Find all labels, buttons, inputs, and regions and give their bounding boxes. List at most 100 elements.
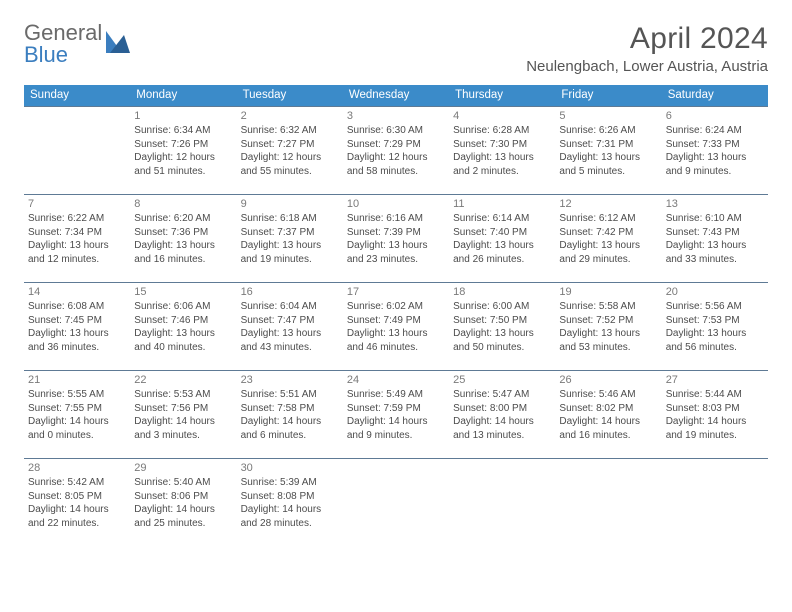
- day-number: 13: [666, 198, 764, 210]
- daylight-text: Daylight: 14 hours and 25 minutes.: [134, 503, 232, 530]
- sunset-text: Sunset: 7:39 PM: [347, 226, 445, 240]
- sunset-text: Sunset: 8:02 PM: [559, 402, 657, 416]
- sunrise-text: Sunrise: 6:06 AM: [134, 300, 232, 314]
- day-info: Sunrise: 6:26 AMSunset: 7:31 PMDaylight:…: [559, 124, 657, 178]
- day-info: Sunrise: 6:02 AMSunset: 7:49 PMDaylight:…: [347, 300, 445, 354]
- day-info: Sunrise: 5:55 AMSunset: 7:55 PMDaylight:…: [28, 388, 126, 442]
- calendar-day-cell: 28Sunrise: 5:42 AMSunset: 8:05 PMDayligh…: [24, 459, 130, 547]
- day-info: Sunrise: 5:39 AMSunset: 8:08 PMDaylight:…: [241, 476, 339, 530]
- day-info: Sunrise: 5:49 AMSunset: 7:59 PMDaylight:…: [347, 388, 445, 442]
- sunset-text: Sunset: 7:47 PM: [241, 314, 339, 328]
- day-info: Sunrise: 6:30 AMSunset: 7:29 PMDaylight:…: [347, 124, 445, 178]
- calendar-day-cell: 21 Sunrise: 5:55 AMSunset: 7:55 PMDayligh…: [24, 371, 130, 459]
- sunrise-text: Sunrise: 6:28 AM: [453, 124, 551, 138]
- day-number: 9: [241, 198, 339, 210]
- day-number: 14: [28, 286, 126, 298]
- sunset-text: Sunset: 7:52 PM: [559, 314, 657, 328]
- sunrise-text: Sunrise: 6:32 AM: [241, 124, 339, 138]
- brand-word-1: General: [24, 22, 102, 44]
- calendar-week-row: 7Sunrise: 6:22 AMSunset: 7:34 PMDaylight…: [24, 195, 768, 283]
- calendar-day-cell: 6 Sunrise: 6:24 AMSunset: 7:33 PMDaylight…: [662, 107, 768, 195]
- sunrise-text: Sunrise: 6:34 AM: [134, 124, 232, 138]
- day-info: Sunrise: 6:18 AMSunset: 7:37 PMDaylight:…: [241, 212, 339, 266]
- day-info: Sunrise: 6:34 AMSunset: 7:26 PMDaylight:…: [134, 124, 232, 178]
- daylight-text: Daylight: 13 hours and 53 minutes.: [559, 327, 657, 354]
- sunset-text: Sunset: 8:00 PM: [453, 402, 551, 416]
- daylight-text: Daylight: 13 hours and 56 minutes.: [666, 327, 764, 354]
- day-info: Sunrise: 6:00 AMSunset: 7:50 PMDaylight:…: [453, 300, 551, 354]
- day-number: 10: [347, 198, 445, 210]
- day-info: Sunrise: 6:08 AMSunset: 7:45 PMDaylight:…: [28, 300, 126, 354]
- calendar-week-row: 28Sunrise: 5:42 AMSunset: 8:05 PMDayligh…: [24, 459, 768, 547]
- day-number: 30: [241, 462, 339, 474]
- calendar-day-cell: 11Sunrise: 6:14 AMSunset: 7:40 PMDayligh…: [449, 195, 555, 283]
- day-number: 22: [134, 374, 232, 386]
- calendar-day-cell: 16Sunrise: 6:04 AMSunset: 7:47 PMDayligh…: [237, 283, 343, 371]
- sunset-text: Sunset: 8:06 PM: [134, 490, 232, 504]
- sunrise-text: Sunrise: 6:04 AM: [241, 300, 339, 314]
- daylight-text: Daylight: 13 hours and 29 minutes.: [559, 239, 657, 266]
- calendar-week-row: 14Sunrise: 6:08 AMSunset: 7:45 PMDayligh…: [24, 283, 768, 371]
- daylight-text: Daylight: 14 hours and 13 minutes.: [453, 415, 551, 442]
- day-number: 23: [241, 374, 339, 386]
- calendar-day-cell: 17Sunrise: 6:02 AMSunset: 7:49 PMDayligh…: [343, 283, 449, 371]
- day-info: Sunrise: 5:56 AMSunset: 7:53 PMDaylight:…: [666, 300, 764, 354]
- sunrise-text: Sunrise: 6:08 AM: [28, 300, 126, 314]
- calendar-day-cell: 8Sunrise: 6:20 AMSunset: 7:36 PMDaylight…: [130, 195, 236, 283]
- sunset-text: Sunset: 7:42 PM: [559, 226, 657, 240]
- daylight-text: Daylight: 14 hours and 6 minutes.: [241, 415, 339, 442]
- calendar-day-cell: 22 Sunrise: 5:53 AMSunset: 7:56 PMDayligh…: [130, 371, 236, 459]
- calendar-day-cell: 7Sunrise: 6:22 AMSunset: 7:34 PMDaylight…: [24, 195, 130, 283]
- title-block: April 2024 Neulengbach, Lower Austria, A…: [526, 22, 768, 75]
- day-info: Sunrise: 5:58 AMSunset: 7:52 PMDaylight:…: [559, 300, 657, 354]
- sunrise-text: Sunrise: 5:58 AM: [559, 300, 657, 314]
- sunrise-text: Sunrise: 6:22 AM: [28, 212, 126, 226]
- daylight-text: Daylight: 13 hours and 26 minutes.: [453, 239, 551, 266]
- sunset-text: Sunset: 7:50 PM: [453, 314, 551, 328]
- weekday-header: Sunday: [24, 85, 130, 107]
- day-info: Sunrise: 6:12 AMSunset: 7:42 PMDaylight:…: [559, 212, 657, 266]
- daylight-text: Daylight: 14 hours and 22 minutes.: [28, 503, 126, 530]
- day-info: Sunrise: 5:53 AMSunset: 7:56 PMDaylight:…: [134, 388, 232, 442]
- day-info: Sunrise: 5:51 AMSunset: 7:58 PMDaylight:…: [241, 388, 339, 442]
- sunset-text: Sunset: 7:45 PM: [28, 314, 126, 328]
- calendar-table: Sunday Monday Tuesday Wednesday Thursday…: [24, 85, 768, 547]
- calendar-day-cell: 9 Sunrise: 6:18 AMSunset: 7:37 PMDaylight…: [237, 195, 343, 283]
- calendar-day-cell: 5 Sunrise: 6:26 AMSunset: 7:31 PMDaylight…: [555, 107, 661, 195]
- day-info: Sunrise: 6:16 AMSunset: 7:39 PMDaylight:…: [347, 212, 445, 266]
- daylight-text: Daylight: 14 hours and 19 minutes.: [666, 415, 764, 442]
- daylight-text: Daylight: 14 hours and 3 minutes.: [134, 415, 232, 442]
- calendar-day-cell: [555, 459, 661, 547]
- sunrise-text: Sunrise: 5:47 AM: [453, 388, 551, 402]
- calendar-day-cell: [343, 459, 449, 547]
- calendar-week-row: 1Sunrise: 6:34 AMSunset: 7:26 PMDaylight…: [24, 107, 768, 195]
- sunset-text: Sunset: 7:37 PM: [241, 226, 339, 240]
- sunset-text: Sunset: 7:58 PM: [241, 402, 339, 416]
- sunset-text: Sunset: 7:29 PM: [347, 138, 445, 152]
- sunrise-text: Sunrise: 6:12 AM: [559, 212, 657, 226]
- day-number: 6: [666, 110, 764, 122]
- daylight-text: Daylight: 12 hours and 51 minutes.: [134, 151, 232, 178]
- sunset-text: Sunset: 7:27 PM: [241, 138, 339, 152]
- sunset-text: Sunset: 7:31 PM: [559, 138, 657, 152]
- day-info: Sunrise: 6:24 AMSunset: 7:33 PMDaylight:…: [666, 124, 764, 178]
- day-number: 2: [241, 110, 339, 122]
- day-info: Sunrise: 6:20 AMSunset: 7:36 PMDaylight:…: [134, 212, 232, 266]
- sunset-text: Sunset: 8:05 PM: [28, 490, 126, 504]
- header: General Blue April 2024 Neulengbach, Low…: [24, 22, 768, 75]
- daylight-text: Daylight: 12 hours and 55 minutes.: [241, 151, 339, 178]
- daylight-text: Daylight: 13 hours and 43 minutes.: [241, 327, 339, 354]
- weekday-header: Thursday: [449, 85, 555, 107]
- sunrise-text: Sunrise: 6:14 AM: [453, 212, 551, 226]
- calendar-day-cell: [662, 459, 768, 547]
- day-number: 24: [347, 374, 445, 386]
- day-info: Sunrise: 6:10 AMSunset: 7:43 PMDaylight:…: [666, 212, 764, 266]
- sunset-text: Sunset: 7:26 PM: [134, 138, 232, 152]
- day-info: Sunrise: 5:40 AMSunset: 8:06 PMDaylight:…: [134, 476, 232, 530]
- day-number: 5: [559, 110, 657, 122]
- day-number: 21: [28, 374, 126, 386]
- sunrise-text: Sunrise: 5:55 AM: [28, 388, 126, 402]
- daylight-text: Daylight: 13 hours and 9 minutes.: [666, 151, 764, 178]
- day-number: 11: [453, 198, 551, 210]
- day-number: 29: [134, 462, 232, 474]
